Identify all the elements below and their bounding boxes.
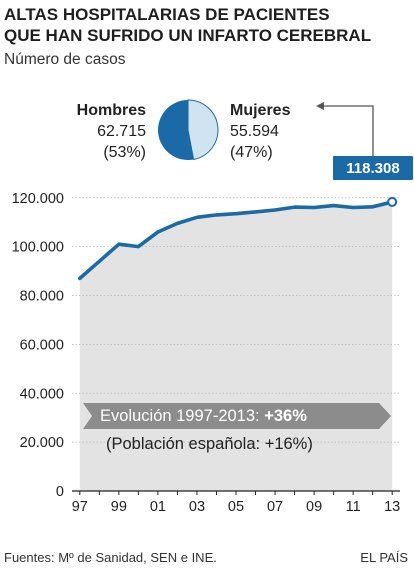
pie-slice-men — [158, 100, 194, 160]
x-tick-label: 07 — [267, 499, 283, 515]
x-tick-label: 01 — [150, 499, 166, 515]
y-tick-label: 40.000 — [20, 386, 64, 402]
x-tick-label: 09 — [306, 499, 322, 515]
y-axis: 0 20.000 40.000 60.000 80.000 100.000 120.000 — [12, 191, 64, 500]
gender-pie — [158, 99, 219, 161]
line-layer — [78, 196, 398, 281]
y-tick-label: 60.000 — [20, 337, 64, 353]
last-value-label: 118.308 — [346, 160, 399, 177]
legend-men-label: Hombres — [77, 102, 146, 119]
x-tick-label: 03 — [189, 499, 205, 515]
x-tick-label: 11 — [346, 499, 361, 515]
x-tick-label: 99 — [111, 499, 127, 515]
chart-title-line1: ALTAS HOSPITALARIAS DE PACIENTES — [4, 5, 330, 24]
y-tick-label: 80.000 — [20, 289, 64, 305]
evolution-prefix: Evolución 1997-2013: — [100, 407, 264, 425]
pie-slice-women — [187, 99, 219, 161]
callout-leader-line — [322, 105, 374, 156]
evolution-text: Evolución 1997-2013: +36% — [100, 407, 307, 425]
last-value-box — [333, 156, 413, 180]
footer-sources: Fuentes: Mº de Sanidad, SEN e INE. — [4, 550, 217, 565]
last-point-marker — [387, 196, 398, 207]
legend-women-label: Mujeres — [230, 102, 291, 119]
evolution-value: +36% — [264, 407, 307, 425]
legend-women-value: 55.594 — [230, 123, 279, 140]
chart-title-line2: QUE HAN SUFRIDO UN INFARTO CEREBRAL — [4, 26, 371, 45]
legend-men-pct: (53%) — [103, 144, 146, 161]
series-line — [78, 200, 395, 281]
population-note: (Población española: +16%) — [106, 435, 313, 453]
callout-arrowhead — [316, 102, 324, 110]
x-tick-label: 97 — [72, 499, 88, 515]
y-tick-label: 120.000 — [12, 191, 64, 207]
evolution-banner — [83, 403, 391, 429]
last-value-callout: 118.308 — [316, 102, 413, 180]
x-axis: 97 99 01 03 05 07 09 11 13 — [72, 490, 400, 515]
y-tick-label: 20.000 — [20, 435, 64, 451]
grid-layer — [72, 197, 400, 443]
x-tick-label: 13 — [384, 499, 400, 515]
legend-men-value: 62.715 — [97, 123, 146, 140]
y-tick-label: 0 — [56, 484, 64, 500]
x-tick-label: 05 — [228, 499, 244, 515]
footer-brand: EL PAÍS — [360, 550, 408, 565]
chart-subtitle: Número de casos — [4, 51, 126, 68]
legend-women-pct: (47%) — [230, 144, 273, 161]
y-tick-label: 100.000 — [12, 240, 64, 256]
